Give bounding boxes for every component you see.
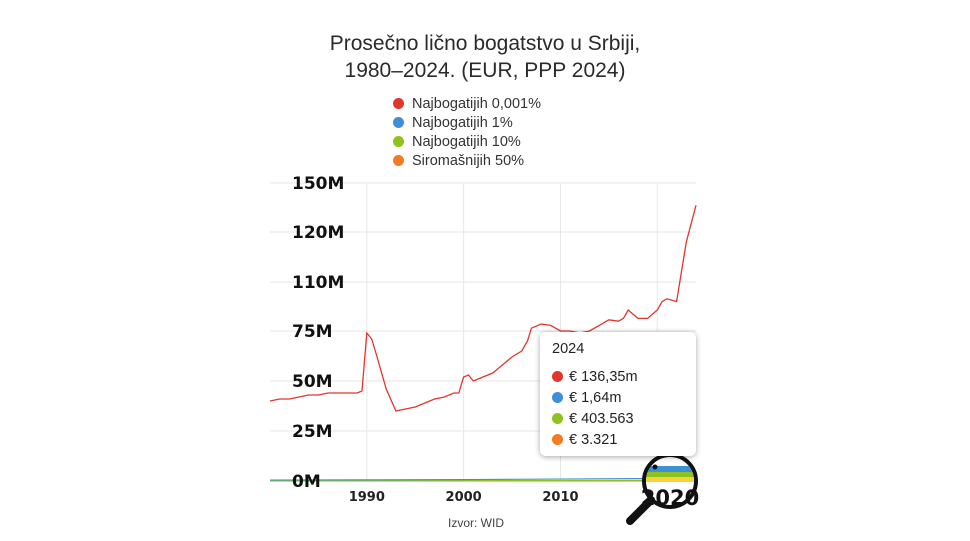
magnifier[interactable]: 2020 [626, 453, 699, 525]
legend-label: Najbogatijih 10% [412, 133, 521, 150]
legend-item-top-0001[interactable]: Najbogatijih 0,001% [393, 94, 541, 113]
tooltip-year: 2024 [552, 341, 585, 357]
tooltip-value: € 403.563 [569, 410, 634, 427]
legend-dot-orange [393, 155, 404, 166]
legend-label: Siromašnijih 50% [412, 152, 525, 169]
source-note: Izvor: WID [448, 516, 504, 530]
tooltip-dot-orange [552, 434, 563, 445]
x-tick-label: 2000 [446, 490, 482, 505]
magnifier-band-blue [646, 466, 694, 472]
tooltip-value: € 136,35m [569, 368, 638, 385]
y-tick-label: 50M [292, 372, 333, 392]
magnifier-band-green [646, 472, 694, 477]
tooltip-row: € 1,64m [552, 387, 684, 408]
legend: Najbogatijih 0,001% Najbogatijih 1% Najb… [393, 94, 541, 170]
tooltip-dot-blue [552, 392, 563, 403]
tooltip-value: € 1,64m [569, 389, 622, 406]
tooltip-dot-green [552, 413, 563, 424]
legend-item-bottom-50[interactable]: Siromašnijih 50% [393, 151, 541, 170]
y-axis-ticks: 0M 25M 50M 75M 110M 120M 150M [292, 174, 344, 492]
tooltip-dot-red [552, 371, 563, 382]
x-axis-ticks: 1990 2000 2010 [349, 490, 579, 505]
x-tick-label: 2010 [542, 490, 578, 505]
magnifier-handle [626, 496, 655, 525]
chart-title-line-2: 1980–2024. (EUR, PPP 2024) [344, 59, 626, 82]
legend-item-top-1[interactable]: Najbogatijih 1% [393, 113, 541, 132]
y-tick-label: 110M [292, 273, 344, 293]
legend-item-top-10[interactable]: Najbogatijih 10% [393, 132, 541, 151]
tooltip-row: € 403.563 [552, 408, 684, 429]
y-tick-label: 0M [292, 472, 321, 492]
tooltip: 2024 € 136,35m € 1,64m € 403.563 € 3.321 [540, 332, 696, 456]
y-tick-label: 25M [292, 422, 333, 442]
legend-label: Najbogatijih 1% [412, 114, 513, 131]
x-tick-label: 1990 [349, 490, 385, 505]
magnifier-band-yellow [646, 477, 694, 482]
chart-title: Prosečno lično bogatstvo u Srbiji, 1980–… [250, 30, 720, 84]
y-tick-label: 150M [292, 174, 344, 194]
legend-dot-blue [393, 117, 404, 128]
tooltip-value: € 3.321 [569, 431, 618, 448]
series-line [269, 205, 697, 412]
legend-dot-red [393, 98, 404, 109]
y-tick-label: 120M [292, 223, 344, 243]
magnifier-glint [652, 464, 658, 470]
tooltip-row: € 3.321 [552, 429, 684, 450]
series-line [269, 477, 697, 481]
chart-title-line-1: Prosečno lično bogatstvo u Srbiji, [329, 32, 641, 55]
tooltip-row: € 136,35m [552, 366, 684, 387]
y-tick-label: 75M [292, 322, 333, 342]
legend-label: Najbogatijih 0,001% [412, 95, 541, 112]
legend-dot-green [393, 136, 404, 147]
